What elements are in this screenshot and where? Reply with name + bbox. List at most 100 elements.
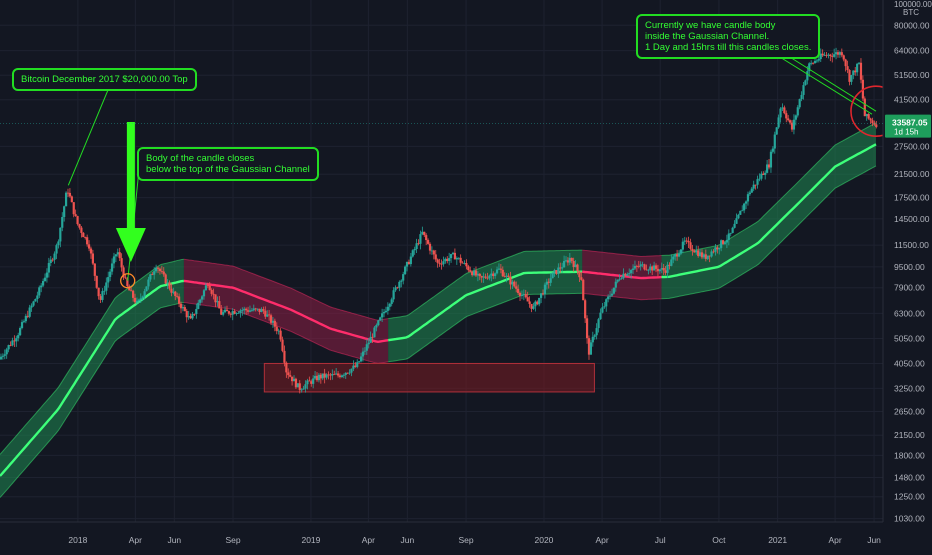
candle-body bbox=[775, 127, 778, 135]
candle-body bbox=[585, 318, 589, 339]
candle-body bbox=[804, 80, 807, 86]
channel-lower-line bbox=[388, 292, 583, 363]
candle-body bbox=[379, 317, 382, 321]
candle-body bbox=[551, 272, 554, 279]
candle-body bbox=[0, 356, 3, 360]
candle-body bbox=[329, 374, 332, 376]
candle-body bbox=[725, 239, 728, 243]
candle-body bbox=[783, 107, 786, 114]
channel-upper-line bbox=[661, 122, 877, 256]
candle-body bbox=[854, 70, 857, 73]
candle-body bbox=[95, 275, 98, 288]
candle-body bbox=[222, 312, 225, 315]
candle-body bbox=[384, 310, 388, 313]
annotation-candle-close[interactable]: Body of the candle closes below the top … bbox=[137, 147, 319, 181]
candle-body bbox=[26, 315, 29, 317]
candle-body bbox=[708, 255, 711, 257]
candle-body bbox=[564, 260, 568, 262]
candle-body bbox=[415, 243, 418, 249]
candle-body bbox=[842, 55, 845, 60]
candle-body bbox=[838, 52, 842, 55]
candle-body bbox=[174, 291, 177, 297]
channel-band bbox=[0, 259, 184, 498]
candle-body bbox=[859, 62, 863, 80]
candle-body bbox=[375, 325, 378, 328]
candle-body bbox=[547, 281, 550, 283]
candle-body bbox=[798, 99, 801, 108]
candle-body bbox=[716, 247, 719, 250]
candle-body bbox=[829, 54, 832, 57]
candle-body bbox=[474, 270, 478, 276]
candle-body bbox=[683, 240, 686, 242]
candle-body bbox=[495, 269, 499, 274]
time-axis[interactable]: 2018 Apr Jun Sep 2019 Apr Jun Sep 2020 Apr Jul Oct 2… bbox=[0, 521, 883, 550]
channel-upper-line bbox=[388, 249, 583, 320]
candle-body bbox=[777, 117, 780, 128]
candle-body bbox=[635, 265, 638, 267]
candle-body bbox=[785, 113, 788, 119]
candle-body bbox=[863, 98, 866, 117]
candle-body bbox=[656, 268, 660, 272]
candle-body bbox=[557, 267, 560, 274]
candle-body bbox=[672, 256, 675, 260]
candle-body bbox=[771, 148, 774, 152]
candle-body bbox=[149, 274, 152, 280]
candle-body bbox=[518, 292, 522, 297]
candle-body bbox=[124, 277, 127, 279]
candle-body bbox=[522, 294, 525, 296]
pointer-line-current-b bbox=[774, 53, 873, 115]
candle-body bbox=[43, 277, 47, 282]
candle-body bbox=[223, 309, 227, 313]
candle-body bbox=[624, 273, 627, 276]
candle-body bbox=[200, 296, 204, 300]
annotation-current[interactable]: Currently we have candle body inside the… bbox=[636, 14, 821, 59]
candle-body bbox=[670, 259, 673, 266]
candle-body bbox=[41, 281, 45, 286]
candle-body bbox=[91, 253, 94, 264]
candle-body bbox=[404, 266, 407, 275]
price-tick-label: 17500.00 bbox=[894, 193, 930, 203]
candle-body bbox=[773, 134, 776, 149]
candle-body bbox=[471, 271, 474, 276]
candle-body bbox=[710, 251, 713, 257]
price-tick-label: 1480.00 bbox=[894, 473, 925, 483]
candle-body bbox=[229, 313, 232, 315]
candle-body bbox=[210, 290, 213, 294]
candle-body bbox=[800, 94, 803, 100]
candle-body bbox=[576, 264, 579, 272]
candle-body bbox=[605, 299, 608, 307]
candle-body bbox=[601, 307, 604, 313]
candle-body bbox=[155, 267, 158, 272]
candle-body bbox=[739, 210, 742, 215]
candle-body bbox=[463, 263, 466, 264]
candle-body bbox=[756, 179, 759, 185]
candle-body bbox=[300, 389, 303, 391]
candle-body bbox=[852, 70, 855, 76]
candle-body bbox=[356, 362, 359, 367]
candle-body bbox=[856, 63, 859, 73]
candle-body bbox=[394, 287, 397, 291]
annotation-2017-top[interactable]: Bitcoin December 2017 $20,000.00 Top bbox=[12, 68, 197, 91]
candle-body bbox=[664, 270, 667, 273]
candle-body bbox=[630, 269, 633, 274]
candle-body bbox=[187, 316, 190, 318]
candle-body bbox=[279, 330, 282, 340]
candle-body bbox=[38, 287, 41, 296]
candle-body bbox=[582, 279, 585, 301]
price-tick-label: 1800.00 bbox=[894, 450, 925, 460]
time-tick-label: 2020 bbox=[535, 535, 554, 545]
candle-body bbox=[434, 254, 437, 260]
price-tick-label: 41500.00 bbox=[894, 95, 930, 105]
candle-body bbox=[66, 192, 70, 194]
candle-body bbox=[61, 216, 64, 228]
candle-body bbox=[482, 276, 485, 278]
candle-body bbox=[36, 295, 39, 300]
channel-lower-line bbox=[582, 292, 662, 301]
candle-body bbox=[484, 276, 487, 278]
candle-body bbox=[677, 253, 681, 257]
candle-body bbox=[1, 355, 4, 357]
price-tick-label: 6300.00 bbox=[894, 308, 925, 318]
